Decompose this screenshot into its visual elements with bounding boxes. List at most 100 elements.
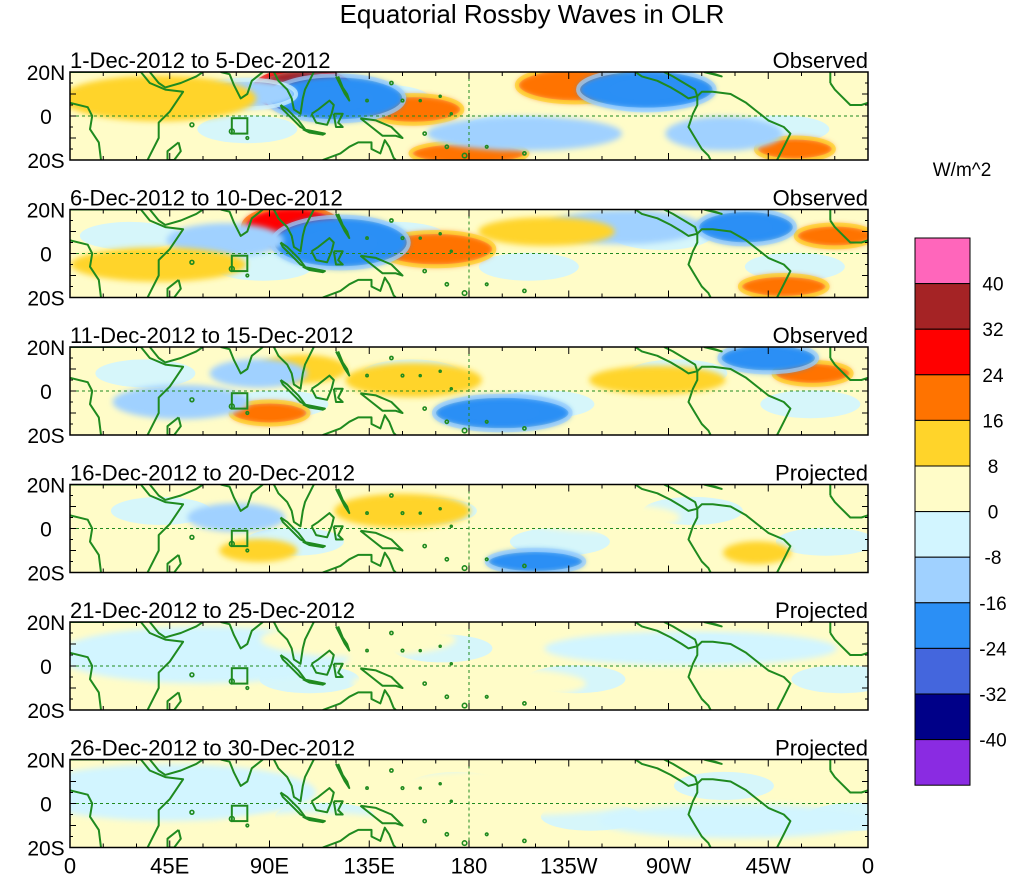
x-tick-label: 45W [746,854,791,879]
island [365,511,369,516]
island [438,506,442,511]
background-band [791,665,868,694]
coastline [634,209,699,237]
coastline [703,622,723,628]
island [389,80,394,86]
y-tick-label: 20N [27,750,66,773]
island [245,823,250,828]
coastline [696,90,792,160]
coastline [703,347,723,353]
island [422,543,428,549]
coastline [220,622,264,650]
coastline [359,529,404,552]
anomaly-contour [478,217,615,246]
panel-1: 20N 0 20S 1-Dec-2012 to 5-Dec-2012 Observed [27,48,869,173]
coastline [696,228,792,298]
colorbar-level-label: -40 [979,731,1006,752]
island [484,694,489,699]
island [461,565,468,572]
coastline [634,72,699,100]
panel-3: 20N 0 20S 11-Dec-2012 to 15-Dec-2012 Observe… [27,323,869,448]
coastline [220,759,264,787]
coastline [149,759,204,776]
anomaly-halo [737,273,830,298]
coastline [220,209,264,237]
coastline [829,82,868,106]
colorbar-level-label: -24 [979,639,1007,660]
panel-period-label: 26-Dec-2012 to 30-Dec-2012 [70,736,355,761]
coastline [149,622,204,639]
island [400,98,405,103]
coastline [140,759,185,848]
region-box [230,667,249,685]
coastline [70,239,102,298]
coastline [322,139,397,160]
x-tick-label: 0 [64,854,76,879]
coastline [273,72,315,115]
coastline [703,484,723,490]
y-tick-label: 0 [40,244,52,267]
coastline [279,516,306,543]
coastline [335,488,351,515]
island [522,701,527,706]
anomaly-contour [260,622,456,657]
coastline [332,525,344,541]
anomaly-contour [70,75,257,122]
coastline [359,667,404,689]
coastline [310,649,335,676]
colorbar-swatch [914,511,971,558]
island [422,131,428,137]
anomaly-halo [576,72,717,112]
coastline [273,484,315,528]
coastline [70,651,102,710]
island [245,548,250,553]
anomaly-core [719,217,773,237]
island [422,818,428,824]
x-tick-label: 90W [646,854,691,879]
island [449,662,454,666]
island [400,373,405,378]
panel-period-label: 21-Dec-2012 to 25-Dec-2012 [70,598,355,623]
y-tick-label: 0 [40,794,52,817]
island [449,387,454,391]
coastline [332,112,344,128]
coastline [634,347,699,375]
island [449,799,454,804]
coastline [634,484,699,512]
coastline [687,371,712,435]
y-tick-label: 20S [27,563,64,586]
region-box [230,392,249,410]
coastline [829,357,868,381]
coastline [302,540,326,549]
x-axis: 0 45E 90E 135E 180 135W 90W 45W 0 [64,854,874,879]
island [484,282,489,287]
island [189,397,195,403]
panel-6: 20N 0 20S 26-Dec-2012 to 30-Dec-2012 Project… [27,736,869,861]
coastline [220,347,264,375]
coastline [140,72,185,160]
island [400,786,405,791]
coastline [335,213,351,240]
coastline [70,514,102,573]
coastline [310,512,335,539]
y-tick-label: 20N [27,612,66,635]
region-box [230,529,249,548]
island [522,150,527,156]
colorbar-swatch [914,647,971,695]
colorbar-units: W/m^2 [933,160,992,181]
island [418,373,422,378]
island [444,419,450,425]
island [418,648,422,653]
coastline [70,376,102,435]
anomaly-core [298,85,374,111]
coastline [829,632,868,656]
anomaly-halo [793,222,868,250]
anomaly-core [813,229,857,243]
anomaly-core [403,239,468,259]
coastline [332,250,344,266]
y-tick-label: 20S [27,288,64,311]
coastline [302,128,326,136]
coastline [335,75,351,102]
coastline [220,72,264,100]
